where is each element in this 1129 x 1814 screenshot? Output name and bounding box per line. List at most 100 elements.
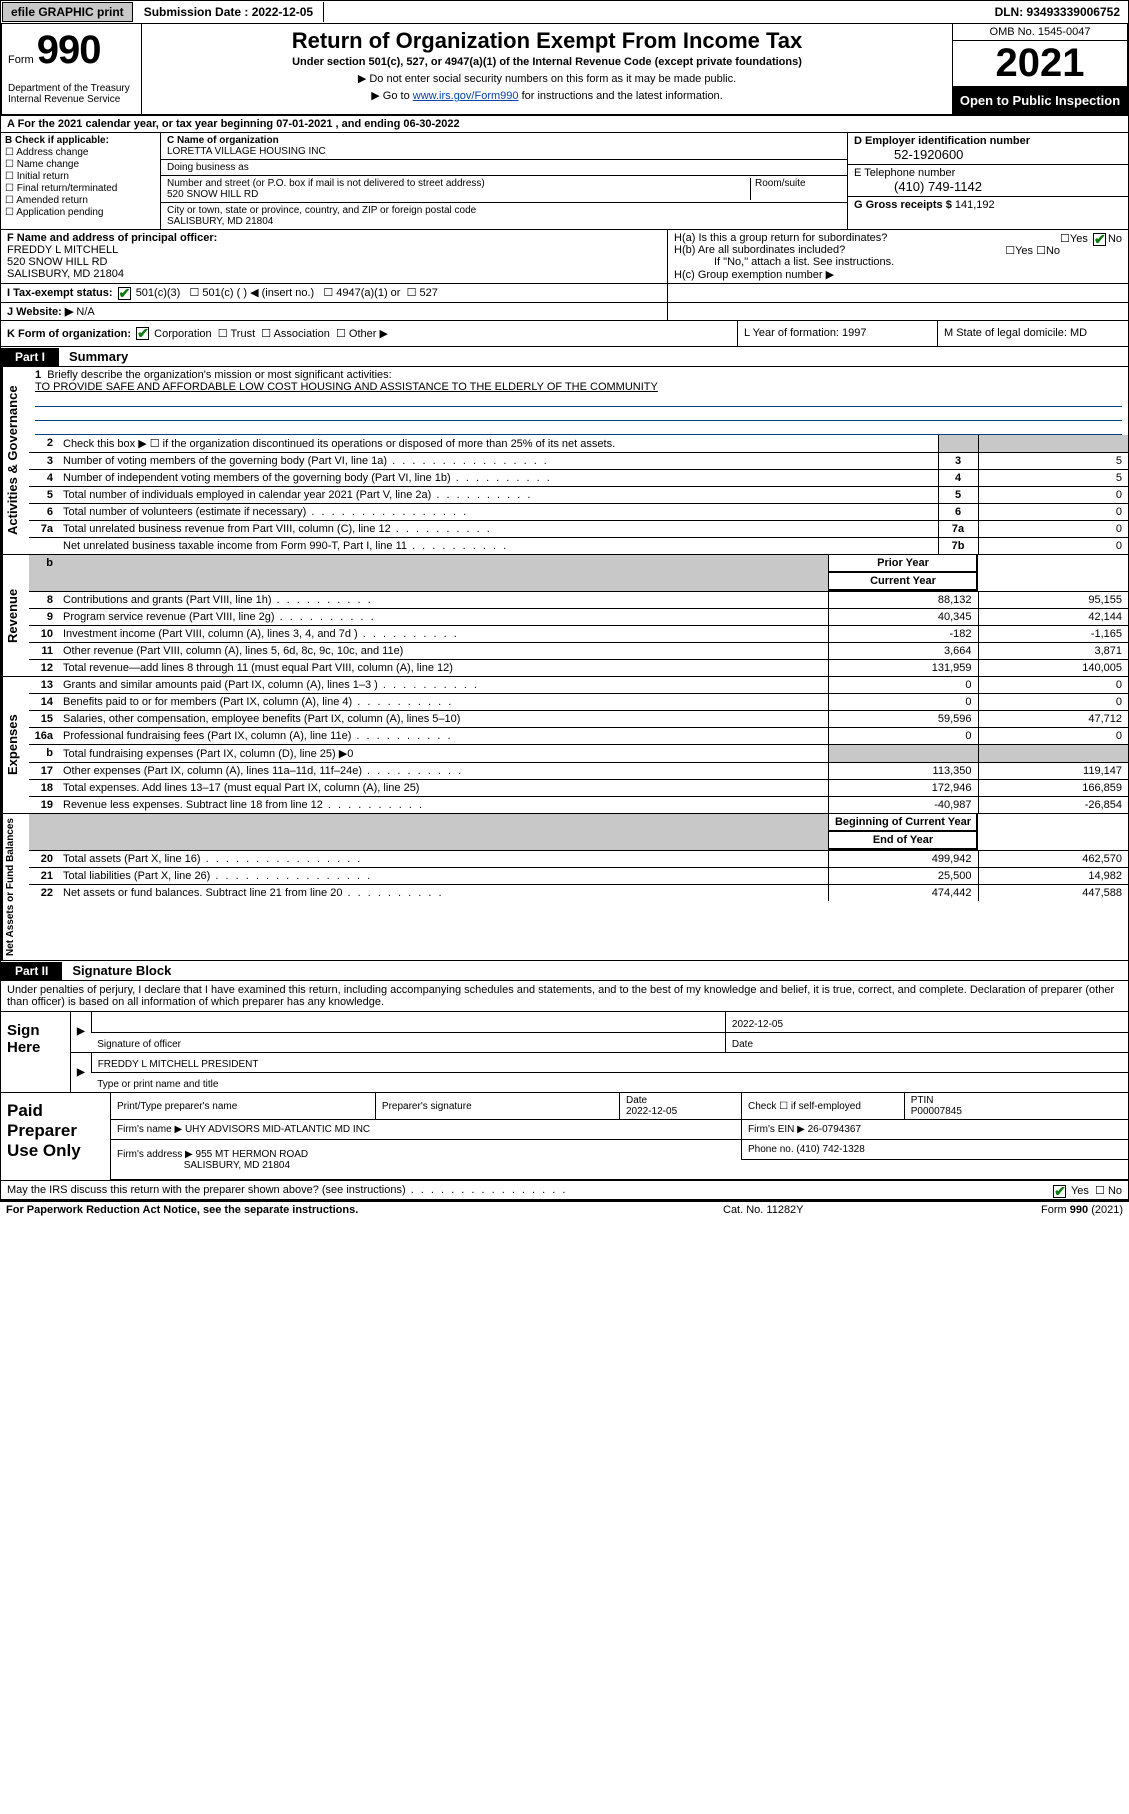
prep-name-hdr: Print/Type preparer's name (111, 1093, 375, 1120)
opt-corporation: Corporation (154, 328, 211, 340)
prep-date-hdr: Date2022-12-05 (619, 1093, 741, 1120)
l20-num: 20 (29, 851, 59, 868)
col-b-checkboxes: B Check if applicable: ☐ Address change … (1, 133, 161, 229)
perjury-declaration: Under penalties of perjury, I declare th… (1, 981, 1128, 1011)
d-ein-label: D Employer identification number (854, 135, 1030, 147)
goto-post: for instructions and the latest informat… (519, 90, 723, 102)
identity-block: B Check if applicable: ☐ Address change … (0, 133, 1129, 230)
j-right (668, 303, 1128, 320)
l19-text: Revenue less expenses. Subtract line 18 … (59, 797, 828, 814)
mission-line3 (35, 407, 1122, 421)
sig-officer-cell[interactable] (91, 1012, 725, 1032)
l16b-num: b (29, 745, 59, 763)
l7b-text: Net unrelated business taxable income fr… (59, 538, 938, 555)
l5-text: Total number of individuals employed in … (59, 487, 938, 504)
l2-num: 2 (29, 435, 59, 453)
gross-receipts-value: 141,192 (955, 199, 995, 211)
l16a-curr: 0 (978, 728, 1128, 745)
l21-end: 14,982 (978, 868, 1128, 885)
l16a-text: Professional fundraising fees (Part IX, … (59, 728, 828, 745)
chk-corporation[interactable] (136, 327, 149, 340)
l15-curr: 47,712 (978, 711, 1128, 728)
goto-pre: ▶ Go to (371, 90, 412, 102)
irs-link[interactable]: www.irs.gov/Form990 (413, 90, 519, 102)
hc-label: H(c) Group exemption number ▶ (674, 269, 834, 281)
chk-final-return[interactable]: ☐ Final return/terminated (5, 183, 156, 194)
l10-num: 10 (29, 626, 59, 643)
h-group-return: H(a) Is this a group return for subordin… (668, 230, 1128, 283)
ha-no-checkbox[interactable] (1093, 233, 1106, 246)
l12-num: 12 (29, 660, 59, 677)
sign-here-label: Sign Here (1, 1012, 71, 1092)
l7a-num: 7a (29, 521, 59, 538)
chk-application-pending[interactable]: ☐ Application pending (5, 207, 156, 218)
h-continued (668, 284, 1128, 303)
hb-label: H(b) Are all subordinates included? (674, 244, 845, 256)
l19-num: 19 (29, 797, 59, 814)
opt-4947: 4947(a)(1) or (336, 287, 400, 299)
l8-text: Contributions and grants (Part VIII, lin… (59, 592, 828, 609)
opt-527: 527 (420, 287, 438, 299)
rev-hdr-b: b (29, 555, 59, 592)
l16a-prior: 0 (828, 728, 978, 745)
opt-other: Other ▶ (349, 328, 388, 340)
l14-curr: 0 (978, 694, 1128, 711)
l16a-num: 16a (29, 728, 59, 745)
dba-row: Doing business as (161, 160, 847, 176)
ag-content: 1 Briefly describe the organization's mi… (29, 367, 1128, 554)
l21-beg: 25,500 (828, 868, 978, 885)
prep-selfemp-hdr[interactable]: Check ☐ if self-employed (742, 1093, 905, 1120)
l17-text: Other expenses (Part IX, column (A), lin… (59, 763, 828, 780)
l6-num: 6 (29, 504, 59, 521)
sign-here-grid: Sign Here ▶ 2022-12-05 Signature of offi… (1, 1011, 1128, 1092)
opt-trust: Trust (231, 328, 256, 340)
l21-text: Total liabilities (Part X, line 26) (59, 868, 828, 885)
l11-prior: 3,664 (828, 643, 978, 660)
part1-badge: Part I (1, 348, 59, 366)
sig-date-val: 2022-12-05 (725, 1012, 1128, 1032)
chk-initial-return[interactable]: ☐ Initial return (5, 171, 156, 182)
ag-table: 2 Check this box ▶ ☐ if the organization… (29, 435, 1128, 554)
l7b-box: 7b (938, 538, 978, 555)
top-bar: efile GRAPHIC print Submission Date : 20… (0, 0, 1129, 24)
chk-501c3[interactable] (118, 287, 131, 300)
website-row: J Website: ▶ N/A (1, 303, 668, 320)
l20-beg: 499,942 (828, 851, 978, 868)
chk-amended-return[interactable]: ☐ Amended return (5, 195, 156, 206)
col-d-right: D Employer identification number 52-1920… (848, 133, 1128, 229)
form-number: 990 (37, 28, 101, 72)
efile-print-button[interactable]: efile GRAPHIC print (2, 2, 133, 22)
na-table: Beginning of Current Year End of Year 20… (29, 814, 1128, 901)
chk-name-change[interactable]: ☐ Name change (5, 159, 156, 170)
rev-sidelabel: Revenue (1, 555, 29, 676)
opt-501c: 501(c) ( ) ◀ (insert no.) (202, 287, 314, 299)
submission-date: Submission Date : 2022-12-05 (134, 3, 323, 21)
signature-block: Under penalties of perjury, I declare th… (0, 981, 1129, 1200)
l8-prior: 88,132 (828, 592, 978, 609)
chk-address-change[interactable]: ☐ Address change (5, 147, 156, 158)
dln: DLN: 93493339006752 (987, 3, 1128, 21)
l22-text: Net assets or fund balances. Subtract li… (59, 885, 828, 902)
website-value: N/A (76, 306, 94, 318)
open-public-inspection: Open to Public Inspection (953, 87, 1127, 114)
l9-prior: 40,345 (828, 609, 978, 626)
l-year-formation: L Year of formation: 1997 (738, 321, 938, 347)
l11-curr: 3,871 (978, 643, 1128, 660)
org-name-row: C Name of organization LORETTA VILLAGE H… (161, 133, 847, 160)
paid-preparer-grid: Paid Preparer Use Only Print/Type prepar… (1, 1092, 1128, 1180)
mission-line2 (35, 393, 1122, 407)
officer-group-block: F Name and address of principal officer:… (0, 230, 1129, 284)
prep-firm-name: Firm's name ▶ UHY ADVISORS MID-ATLANTIC … (111, 1120, 742, 1140)
form-header: Form 990 Department of the Treasury Inte… (0, 24, 1129, 116)
l2-text: Check this box ▶ ☐ if the organization d… (59, 435, 938, 453)
l4-val: 5 (978, 470, 1128, 487)
l8-num: 8 (29, 592, 59, 609)
city-state-zip: SALISBURY, MD 21804 (167, 216, 273, 227)
opt-association: Association (274, 328, 330, 340)
prep-sig-hdr: Preparer's signature (375, 1093, 619, 1120)
sig-name-title: FREDDY L MITCHELL PRESIDENT (91, 1052, 1128, 1072)
na-content: Beginning of Current Year End of Year 20… (29, 814, 1128, 960)
may-yes-checkbox[interactable] (1053, 1185, 1066, 1198)
form-subtitle-3: ▶ Go to www.irs.gov/Form990 for instruct… (148, 89, 946, 102)
prep-phone: Phone no. (410) 742-1328 (742, 1140, 1128, 1160)
